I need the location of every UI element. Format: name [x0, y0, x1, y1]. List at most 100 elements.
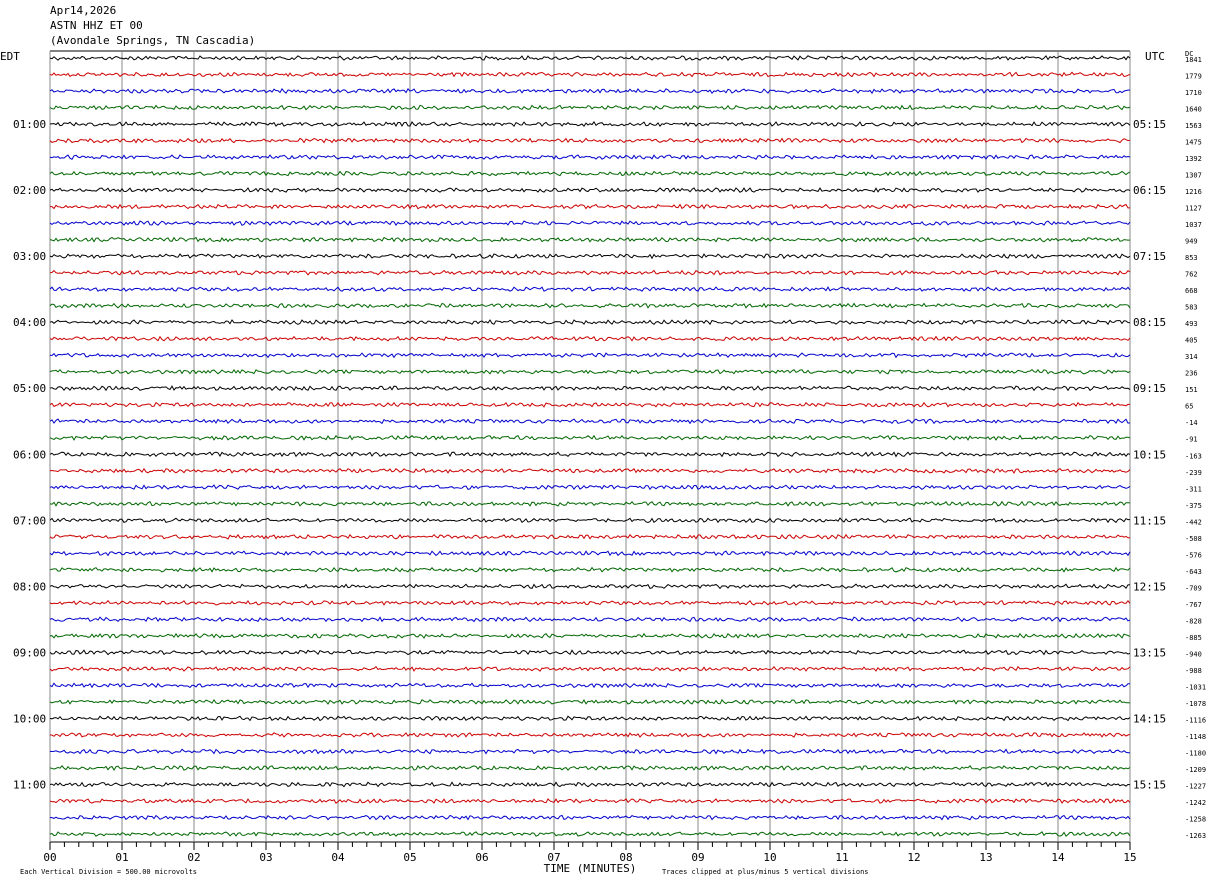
utc-hour-label: 13:15 [1133, 646, 1166, 659]
edt-hour-label: 11:00 [13, 778, 46, 791]
trace [49, 319, 1131, 326]
utc-hour-label: 12:15 [1133, 580, 1166, 593]
utc-hour-label: 10:15 [1133, 448, 1166, 461]
dc-value: -375 [1185, 502, 1202, 510]
trace [49, 236, 1130, 243]
dc-value: -1078 [1185, 700, 1206, 708]
dc-value: 1127 [1185, 205, 1202, 213]
dc-value: 1037 [1185, 221, 1202, 229]
dc-value: -508 [1185, 535, 1202, 543]
dc-value: -1031 [1185, 683, 1206, 691]
utc-hour-label: 06:15 [1133, 184, 1166, 197]
trace [49, 517, 1130, 524]
dc-value: 1710 [1185, 89, 1202, 97]
utc-hour-label: 11:15 [1133, 514, 1166, 527]
edt-hour-label: 05:00 [13, 382, 46, 395]
dc-value: 1475 [1185, 139, 1202, 147]
trace [49, 302, 1131, 309]
left-axis-label: EDT [0, 50, 20, 63]
x-tick-label: 06 [475, 851, 488, 864]
trace [49, 269, 1131, 276]
dc-value: 1216 [1185, 188, 1202, 196]
dc-value: 853 [1185, 254, 1198, 262]
scale-note: Each Vertical Division = 500.00 microvol… [20, 868, 197, 876]
trace [49, 682, 1130, 689]
trace [49, 253, 1131, 260]
x-tick-label: 03 [259, 851, 272, 864]
trace [49, 401, 1131, 408]
x-tick-label: 02 [187, 851, 200, 864]
trace [49, 170, 1131, 177]
dc-value: -1258 [1185, 815, 1206, 823]
dc-value: 1563 [1185, 122, 1202, 130]
trace [49, 71, 1131, 78]
dc-value: -163 [1185, 452, 1202, 460]
trace [49, 451, 1131, 458]
trace [49, 566, 1131, 573]
x-tick-label: 13 [979, 851, 992, 864]
date: Apr14,2026 [50, 4, 116, 17]
dc-value: -643 [1185, 568, 1202, 576]
trace [49, 434, 1131, 441]
x-tick-label: 01 [115, 851, 128, 864]
dc-value: -576 [1185, 551, 1202, 559]
edt-hour-label: 09:00 [13, 646, 46, 659]
dc-value: -1227 [1185, 782, 1206, 790]
trace [49, 649, 1131, 656]
utc-hour-label: 05:15 [1133, 118, 1166, 131]
dc-value: 1779 [1185, 73, 1202, 81]
trace [49, 104, 1131, 111]
dc-value: -1180 [1185, 749, 1206, 757]
trace [49, 550, 1131, 557]
dc-value: -1263 [1185, 832, 1206, 840]
trace [49, 715, 1131, 722]
trace [49, 154, 1131, 161]
trace [49, 599, 1131, 606]
dc-value: 405 [1185, 337, 1198, 345]
trace [49, 220, 1131, 227]
trace [49, 385, 1131, 392]
trace [49, 352, 1131, 359]
trace [49, 500, 1131, 507]
dc-value: 762 [1185, 271, 1198, 279]
edt-hour-label: 10:00 [13, 712, 46, 725]
trace [49, 55, 1131, 62]
dc-value: 1307 [1185, 172, 1202, 180]
trace [49, 583, 1131, 590]
trace [49, 732, 1131, 738]
trace [49, 781, 1131, 788]
trace [49, 418, 1131, 425]
x-tick-label: 07 [547, 851, 560, 864]
x-tick-label: 04 [331, 851, 345, 864]
dc-value: 583 [1185, 304, 1198, 312]
x-tick-label: 00 [43, 851, 56, 864]
trace [49, 120, 1131, 128]
dc-value: 493 [1185, 320, 1198, 328]
trace [49, 533, 1130, 540]
dc-value: 1640 [1185, 106, 1202, 114]
clip-note: Traces clipped at plus/minus 5 vertical … [662, 868, 869, 876]
trace [49, 765, 1131, 771]
station: ASTN HHZ ET 00 [50, 19, 143, 32]
dc-value: 151 [1185, 386, 1198, 394]
edt-hour-label: 06:00 [13, 448, 46, 461]
dc-value: -1116 [1185, 716, 1206, 724]
trace [49, 748, 1130, 755]
utc-hour-label: 08:15 [1133, 316, 1166, 329]
dc-value: -239 [1185, 469, 1202, 477]
dc-value: -14 [1185, 419, 1198, 427]
dc-value: -1148 [1185, 733, 1206, 741]
trace [49, 335, 1131, 342]
utc-hour-label: 09:15 [1133, 382, 1166, 395]
x-tick-label: 08 [619, 851, 632, 864]
dc-label: DC [1185, 50, 1193, 58]
trace [49, 187, 1131, 193]
trace [49, 368, 1131, 375]
dc-value: 949 [1185, 238, 1198, 246]
x-tick-label: 05 [403, 851, 416, 864]
trace [49, 814, 1131, 821]
trace [50, 203, 1131, 210]
trace [49, 286, 1131, 292]
